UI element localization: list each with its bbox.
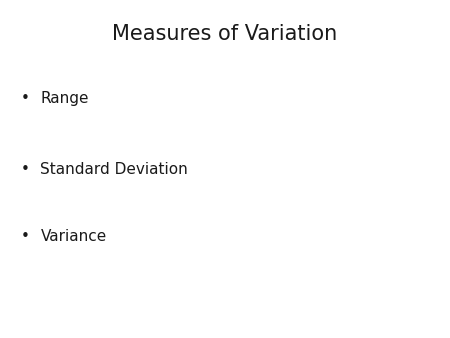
Text: •: • [20, 91, 29, 105]
Text: Measures of Variation: Measures of Variation [112, 24, 338, 44]
Text: Range: Range [40, 91, 89, 105]
Text: •: • [20, 162, 29, 176]
Text: Variance: Variance [40, 229, 107, 244]
Text: •: • [20, 229, 29, 244]
Text: Standard Deviation: Standard Deviation [40, 162, 188, 176]
